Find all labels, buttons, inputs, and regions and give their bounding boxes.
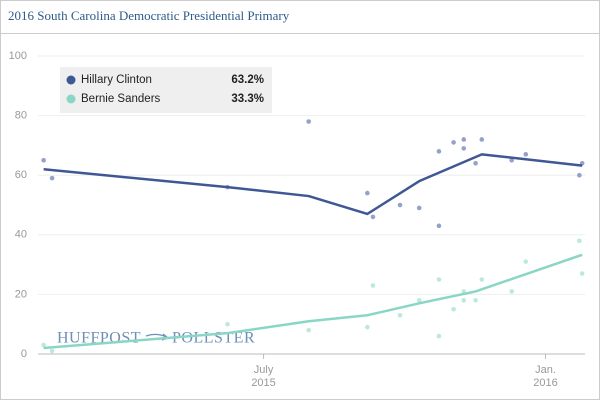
y-tick-label: 80 [15,110,27,122]
poll-point [451,307,456,312]
poll-point [41,158,46,163]
poll-point [436,277,442,282]
poll-point [461,146,467,151]
chart-title: 2016 South Carolina Democratic President… [8,8,290,23]
poll-point [365,190,370,196]
poll-point [451,140,456,145]
poll-point [436,333,442,339]
poll-point [416,298,422,303]
poll-point [306,327,311,333]
poll-point [41,342,46,348]
y-tick-label: 100 [9,50,27,62]
poll-point [306,119,311,124]
poll-point [479,277,485,282]
poll-point [416,205,422,211]
poll-point [436,223,442,229]
legend-box [60,67,272,113]
legend-value: 33.3% [231,93,264,105]
legend-swatch [66,75,76,85]
poll-point [509,158,514,163]
poll-point [461,298,467,303]
legend-label: Hillary Clinton [81,74,152,86]
x-tick-year: 2015 [251,377,275,389]
legend-swatch [66,94,76,104]
poll-point [365,324,370,330]
x-tick-year: 2016 [533,377,557,389]
y-tick-label: 0 [21,348,27,360]
poll-point [523,259,529,264]
poll-point [49,348,55,354]
poll-point [479,137,485,142]
poll-point [523,152,529,157]
y-tick-label: 60 [15,169,27,181]
poll-point [397,312,403,318]
trend-line [43,153,583,216]
poll-point [370,214,376,220]
poll-point [473,160,478,166]
x-tick-label: Jan. [535,364,556,376]
poll-point [436,149,442,154]
poll-point [473,298,478,303]
poll-point [509,289,514,294]
poll-point [577,172,582,178]
poll-point [49,175,55,181]
poll-point [370,283,376,288]
trend-line [43,253,583,350]
x-tick-label: July [254,364,274,376]
y-tick-label: 40 [15,229,27,241]
poll-point [579,271,585,276]
poll-point [461,137,467,142]
legend-value: 63.2% [231,74,264,86]
legend-label: Bernie Sanders [81,93,161,105]
poll-point [397,202,403,208]
poll-point [225,321,230,327]
y-tick-label: 20 [15,288,27,300]
watermark: POLLSTER [172,330,255,347]
poll-point [577,238,582,244]
